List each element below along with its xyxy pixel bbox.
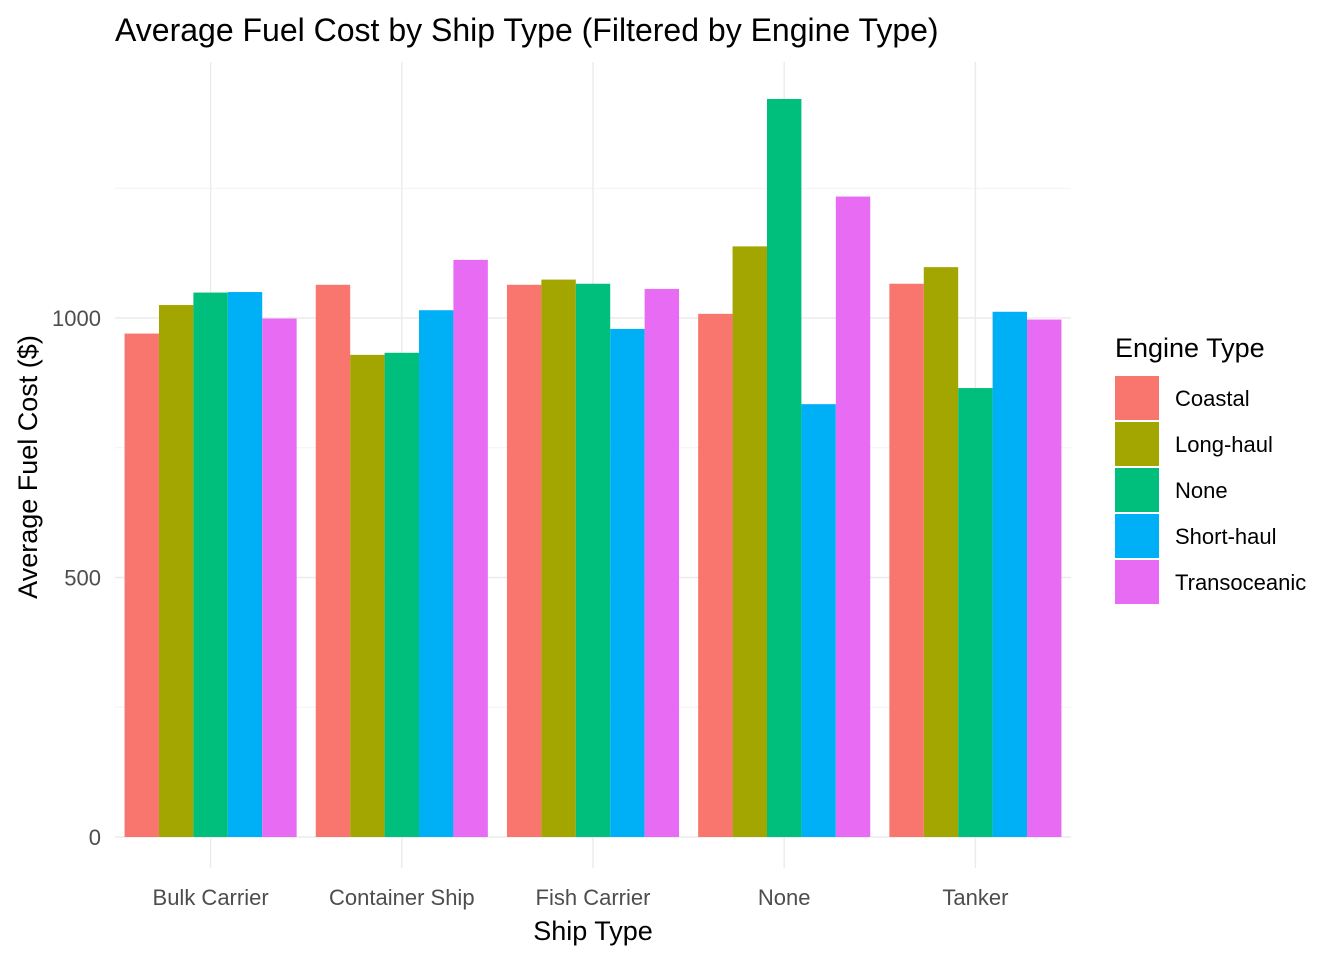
bar-none-short-haul — [801, 404, 836, 837]
x-tick-label: Fish Carrier — [536, 885, 651, 910]
x-axis-title: Ship Type — [533, 916, 653, 946]
bar-none-transoceanic — [835, 196, 871, 837]
bar-container-ship-long-haul — [350, 354, 385, 837]
bar-bulk-carrier-transoceanic — [262, 318, 297, 837]
bar-bulk-carrier-long-haul — [158, 305, 194, 837]
legend-key — [1115, 560, 1159, 604]
legend-title: Engine Type — [1115, 333, 1265, 363]
bar-none-long-haul — [732, 246, 767, 838]
bar-tanker-long-haul — [923, 267, 959, 837]
bar-tanker-none — [958, 388, 993, 837]
legend-key — [1115, 376, 1159, 420]
bar-fish-carrier-short-haul — [610, 328, 645, 837]
bar-bulk-carrier-short-haul — [227, 292, 263, 837]
legend-key — [1115, 514, 1159, 558]
y-axis-ticks: 0 500 1000 — [52, 306, 101, 850]
x-axis-ticks: Bulk Carrier Container Ship Fish Carrier No… — [153, 885, 1009, 910]
x-tick-label: Tanker — [942, 885, 1008, 910]
bar-tanker-transoceanic — [1027, 319, 1062, 837]
y-tick-label: 1000 — [52, 306, 101, 331]
legend: Engine Type Coastal Long-haul None Short-ha… — [1115, 333, 1306, 604]
bar-tanker-short-haul — [992, 311, 1028, 838]
bars — [124, 98, 1062, 838]
bar-none-none — [766, 98, 802, 838]
bar-container-ship-transoceanic — [453, 259, 488, 837]
legend-label: Long-haul — [1175, 432, 1273, 457]
legend-label: Short-haul — [1175, 524, 1277, 549]
bar-fish-carrier-coastal — [506, 284, 542, 837]
bar-container-ship-none — [384, 352, 420, 837]
legend-key — [1115, 468, 1159, 512]
bar-container-ship-short-haul — [419, 310, 454, 838]
x-tick-label: Container Ship — [329, 885, 475, 910]
legend-label: Transoceanic — [1175, 570, 1306, 595]
bar-tanker-coastal — [889, 283, 924, 838]
bar-none-coastal — [698, 313, 733, 837]
chart-title: Average Fuel Cost by Ship Type (Filtered… — [115, 12, 939, 48]
y-tick-label: 500 — [64, 566, 101, 591]
y-tick-label: 0 — [89, 825, 101, 850]
x-tick-label: None — [758, 885, 811, 910]
legend-label: None — [1175, 478, 1228, 503]
bar-fish-carrier-none — [575, 283, 611, 838]
bar-fish-carrier-long-haul — [541, 279, 576, 837]
bar-bulk-carrier-coastal — [124, 333, 159, 837]
legend-key — [1115, 422, 1159, 466]
bar-bulk-carrier-none — [193, 292, 228, 838]
y-axis-title: Average Fuel Cost ($) — [13, 335, 43, 599]
bar-container-ship-coastal — [315, 284, 351, 837]
legend-label: Coastal — [1175, 386, 1250, 411]
x-tick-label: Bulk Carrier — [153, 885, 269, 910]
bar-fish-carrier-transoceanic — [644, 288, 680, 837]
